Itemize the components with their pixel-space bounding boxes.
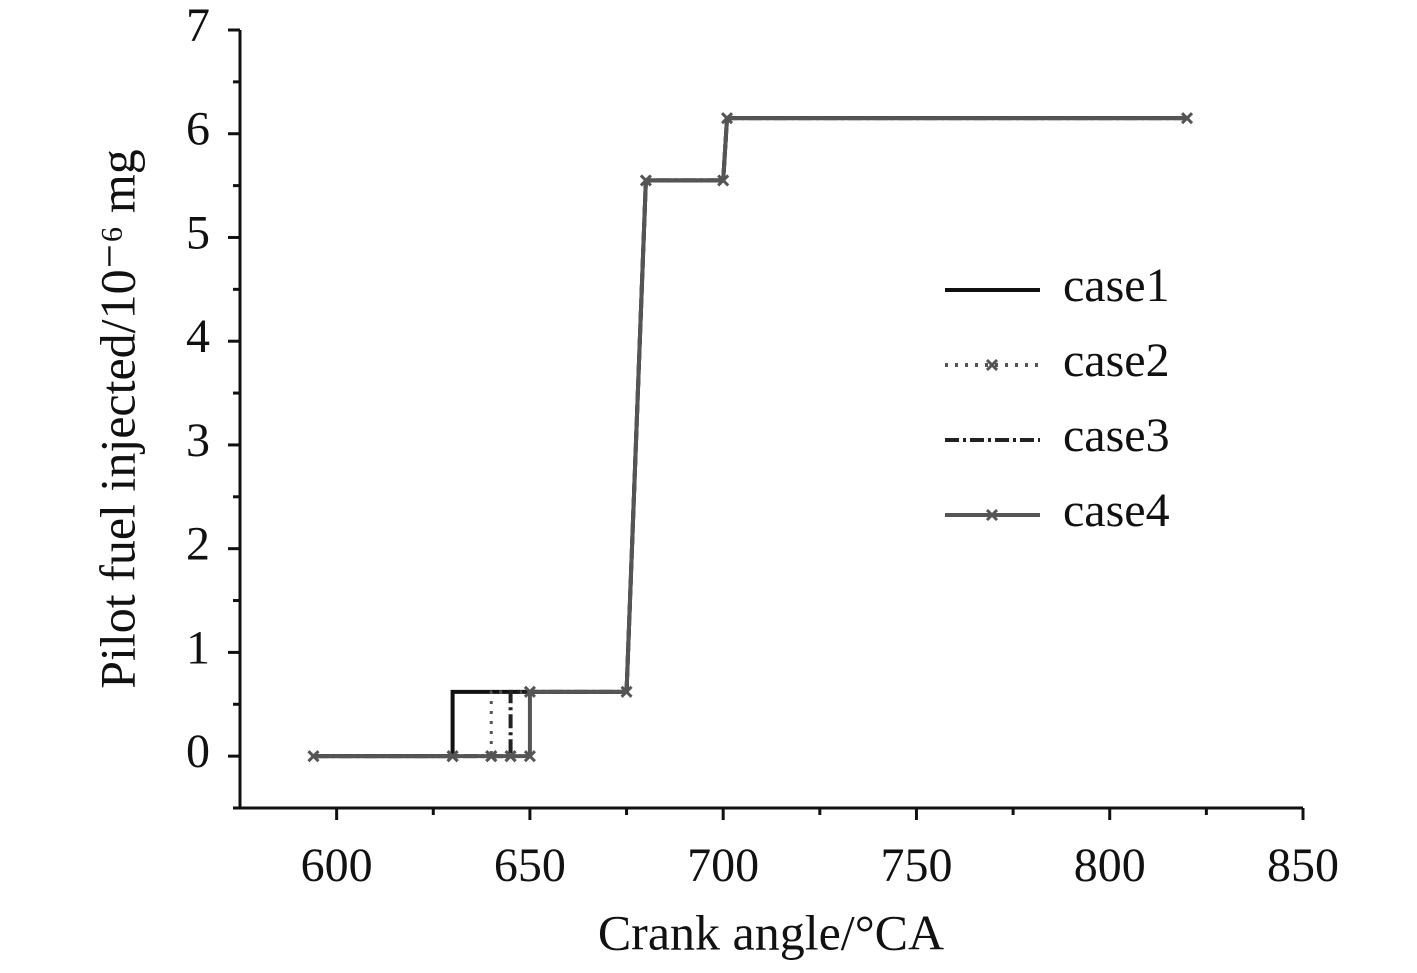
marker [446,750,459,763]
series-line [313,116,1188,759]
marker [720,112,734,125]
y-tick-label: 5 [186,206,210,259]
x-tick-label: 750 [880,839,952,892]
x-tick-label: 700 [687,839,759,892]
marker [1180,112,1194,125]
series-line [313,116,1188,759]
y-tick-label: 1 [186,621,210,674]
y-tick-label: 2 [186,518,210,571]
marker [504,750,517,763]
y-tick-label: 7 [186,0,210,52]
marker [523,750,536,763]
marker [717,174,730,187]
marker [307,750,320,763]
series-line [313,116,1188,758]
legend-label: case3 [1063,409,1170,462]
y-tick-label: 3 [186,414,210,467]
marker [620,685,633,698]
y-axis-label: Pilot fuel injected/10⁻⁶ mg [89,149,145,689]
x-tick-label: 800 [1074,839,1146,892]
legend-label: case4 [1063,484,1170,537]
marker [523,685,536,698]
x-tick-label: 850 [1267,839,1339,892]
legend-label: case2 [1063,334,1170,387]
series-line [313,116,1188,759]
y-tick-label: 4 [186,310,210,363]
marker [485,750,498,763]
y-tick-label: 6 [186,103,210,156]
marker [639,174,652,187]
x-axis-label: Crank angle/°CA [598,904,944,960]
legend-label: case1 [1063,259,1170,312]
x-tick-label: 650 [494,839,566,892]
legend-marker [985,358,999,372]
y-tick-label: 0 [186,725,210,778]
x-tick-label: 600 [301,839,373,892]
legend-marker [985,508,999,522]
